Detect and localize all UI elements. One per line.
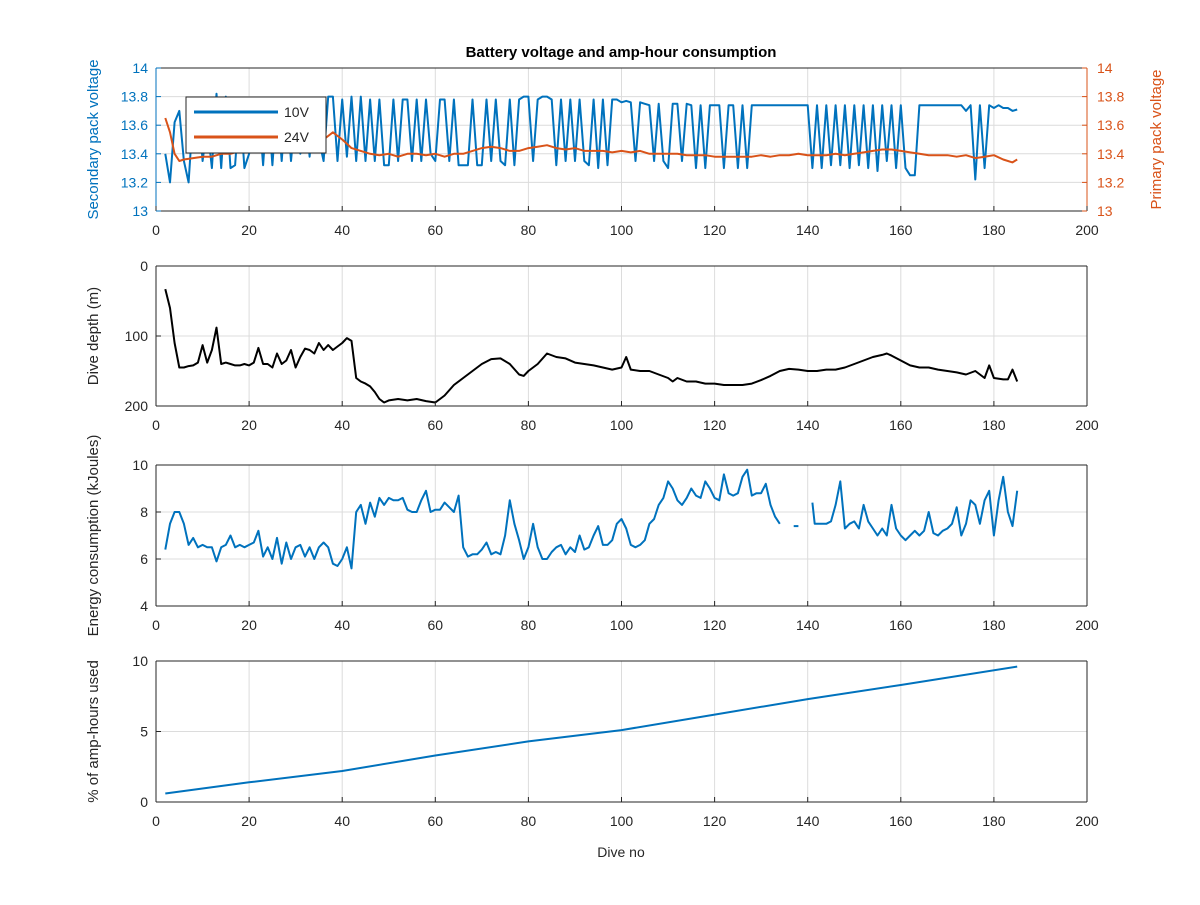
x-tick-label: 120 — [703, 417, 727, 433]
y-tick-label: 13.8 — [121, 89, 148, 105]
x-tick-label: 100 — [610, 617, 634, 633]
y-tick-label: 0 — [140, 258, 148, 274]
y-right-axis-label: Primary pack voltage — [1148, 69, 1165, 209]
x-tick-label: 200 — [1075, 417, 1099, 433]
chart-panel-1: 0 20 40 60 80 100 120 140 160 180 200 13 13.2 13.4 13.… — [85, 59, 1165, 238]
x-tick-label: 20 — [241, 222, 257, 238]
y-tick-label: 0 — [140, 794, 148, 810]
x-tick-label: 0 — [152, 222, 160, 238]
legend-label-10v: 10V — [284, 104, 310, 120]
x-tick-label: 80 — [521, 617, 537, 633]
y-tick-label: 5 — [140, 724, 148, 740]
y-right-tick-label: 13.8 — [1097, 89, 1124, 105]
y-tick-label: 13 — [132, 203, 148, 219]
x-tick-label: 160 — [889, 222, 913, 238]
x-tick-label: 100 — [610, 417, 634, 433]
x-tick-label: 60 — [428, 813, 444, 829]
x-tick-label: 140 — [796, 222, 820, 238]
y-right-tick-label: 13 — [1097, 203, 1113, 219]
x-tick-label: 120 — [703, 222, 727, 238]
chart-panel-3: 0 20 40 60 80 100 120 140 160 180 200 4 6 8 10 Energy c… — [85, 435, 1099, 637]
series-line-2-1 — [164, 288, 1019, 404]
x-tick-label: 200 — [1075, 813, 1099, 829]
x-tick-label: 60 — [428, 222, 444, 238]
series-line-3-3 — [811, 475, 1019, 542]
x-tick-label: 120 — [703, 813, 727, 829]
x-tick-label: 20 — [241, 617, 257, 633]
x-tick-label: 0 — [152, 417, 160, 433]
x-tick-label: 80 — [521, 417, 537, 433]
y-right-tick-label: 14 — [1097, 60, 1113, 76]
y-right-tick-label: 13.6 — [1097, 117, 1124, 133]
x-tick-label: 180 — [982, 813, 1006, 829]
y-tick-label: 100 — [125, 328, 149, 344]
legend-box — [185, 96, 327, 154]
x-tick-label: 100 — [610, 813, 634, 829]
x-tick-label: 160 — [889, 813, 913, 829]
chart-panel-4: 0 20 40 60 80 100 120 140 160 180 200 0 5 10 % of amp-… — [85, 653, 1099, 829]
y-tick-label: 10 — [132, 653, 148, 669]
y-tick-label: 13.6 — [121, 117, 148, 133]
x-tick-label: 80 — [521, 222, 537, 238]
y-tick-label: 14 — [132, 60, 148, 76]
x-tick-label: 120 — [703, 617, 727, 633]
panels: 0 20 40 60 80 100 120 140 160 180 2001313.213.413.… — [85, 59, 1165, 829]
x-tick-label: 60 — [428, 417, 444, 433]
x-tick-label: 40 — [334, 813, 350, 829]
x-tick-label: 140 — [796, 813, 820, 829]
y-axis-label: Secondary pack voltage — [85, 59, 102, 219]
x-tick-label: 200 — [1075, 222, 1099, 238]
series-line-3-1 — [164, 468, 781, 570]
y-axis-label: Energy consumption (kJoules) — [85, 435, 102, 637]
series-line-4-1 — [165, 665, 1018, 795]
x-axis-label: Dive no — [597, 844, 645, 860]
legend: 10V 24V — [185, 96, 327, 154]
y-tick-label: 8 — [140, 504, 148, 520]
y-right-tick-label: 13.4 — [1097, 146, 1124, 162]
y-tick-label: 13.4 — [121, 146, 148, 162]
figure-title: Battery voltage and amp-hour consumption — [466, 44, 777, 61]
x-tick-label: 40 — [334, 617, 350, 633]
x-tick-label: 0 — [152, 617, 160, 633]
y-tick-label: 13.2 — [121, 174, 148, 190]
x-tick-label: 20 — [241, 813, 257, 829]
y-tick-label: 6 — [140, 551, 148, 567]
x-tick-label: 20 — [241, 417, 257, 433]
x-tick-label: 180 — [982, 617, 1006, 633]
x-tick-label: 100 — [610, 222, 634, 238]
x-tick-label: 80 — [521, 813, 537, 829]
x-tick-label: 140 — [796, 417, 820, 433]
y-right-tick-label: 13.2 — [1097, 174, 1124, 190]
legend-label-24v: 24V — [284, 129, 310, 145]
x-tick-label: 40 — [334, 222, 350, 238]
x-tick-label: 200 — [1075, 617, 1099, 633]
x-tick-label: 160 — [889, 617, 913, 633]
x-tick-label: 60 — [428, 617, 444, 633]
y-tick-label: 200 — [125, 398, 149, 414]
x-tick-label: 140 — [796, 617, 820, 633]
x-tick-label: 180 — [982, 222, 1006, 238]
x-tick-label: 40 — [334, 417, 350, 433]
y-axis-label: Dive depth (m) — [85, 287, 102, 385]
y-tick-label: 10 — [132, 457, 148, 473]
y-axis-label: % of amp-hours used — [85, 660, 102, 803]
y-tick-label: 4 — [140, 598, 148, 614]
x-tick-label: 0 — [152, 813, 160, 829]
x-tick-label: 180 — [982, 417, 1006, 433]
x-tick-label: 160 — [889, 417, 913, 433]
